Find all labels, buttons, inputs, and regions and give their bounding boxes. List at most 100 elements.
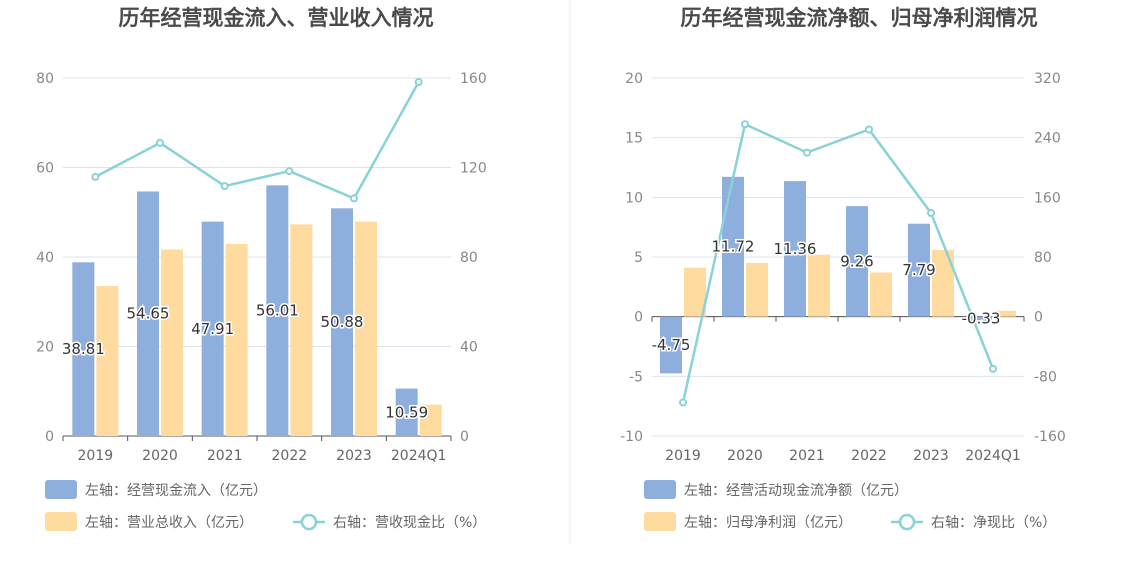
line-point	[989, 364, 997, 373]
x-tick-label: 2022	[272, 448, 308, 464]
x-tick-label: 2023	[336, 448, 372, 464]
y-left-tick-label: 5	[634, 250, 643, 266]
bar-data-label: 38.81	[62, 340, 105, 358]
y-right-tick-label: 160	[1034, 190, 1061, 206]
x-tick-label: 2020	[727, 448, 763, 464]
legend-swatch-series-1	[644, 480, 676, 499]
y-left-tick-label: 40	[36, 250, 54, 266]
bar-series-1	[722, 176, 744, 317]
bar-series-1	[908, 223, 930, 317]
chart-title: 历年经营现金流入、营业收入情况	[119, 6, 434, 30]
y-left-tick-label: 0	[45, 429, 54, 445]
bar-data-label: 56.01	[256, 302, 299, 320]
y-left-tick-label: 10	[625, 190, 643, 206]
y-right-tick-label: 0	[1034, 310, 1043, 326]
bar-series-2	[808, 254, 830, 317]
chart-net-cashflow-profit: 历年经营现金流净额、归母净利润情况 -10 -5 0 5 10 15 20 -160 -80 0 8…	[620, 6, 1066, 531]
x-tick-label: 2023	[913, 448, 949, 464]
y-right-tick-label: 0	[460, 429, 469, 445]
bar-series-1	[266, 185, 289, 436]
line-point	[865, 125, 873, 134]
legend-label-series-3: 右轴：净现比（%）	[931, 515, 1056, 531]
y-right-tick-label: 320	[1034, 71, 1061, 87]
legend-label-series-3: 右轴：营收现金比（%）	[333, 515, 486, 531]
line-point	[156, 138, 164, 147]
y-left-tick-label: 20	[36, 340, 54, 356]
y-left-tick-label: 15	[625, 131, 643, 147]
y-right-tick-label: 120	[460, 161, 487, 177]
bar-series-2	[161, 249, 183, 436]
line-series	[681, 122, 995, 403]
y-left-tick-label: -10	[620, 429, 643, 445]
y-left-tick-label: 20	[625, 71, 643, 87]
x-tick-label: 2024Q1	[391, 448, 447, 464]
legend-swatch-series-2	[644, 512, 676, 531]
line-series	[94, 81, 420, 200]
bar-series-1	[395, 388, 418, 436]
y-right-tick-label: 80	[460, 250, 478, 266]
y-left-tick-label: -5	[629, 369, 643, 385]
legend-swatch-series-2	[45, 512, 77, 531]
x-tick-label: 2019	[78, 448, 114, 464]
bar-series-1	[846, 206, 868, 317]
line-point	[285, 167, 294, 176]
y-left-tick-label: 80	[36, 71, 54, 87]
bar-data-label: 9.26	[840, 252, 873, 270]
y-right-tick-label: 40	[460, 340, 478, 356]
y-left-tick-label: 0	[634, 310, 643, 326]
x-tick-label: 2022	[851, 448, 887, 464]
line-point	[803, 148, 811, 157]
legend-label-series-2: 左轴：归母净利润（亿元）	[684, 514, 852, 531]
bar-series-2	[355, 221, 377, 436]
bar-data-label: 10.59	[385, 403, 428, 421]
bar-series-2	[932, 249, 954, 317]
bar-series-2	[746, 262, 768, 317]
legend-label-series-1: 左轴：经营活动现金流净额（亿元）	[684, 483, 908, 499]
line-point	[414, 78, 423, 87]
bar-data-label: 54.65	[127, 305, 170, 323]
bar-data-label: 47.91	[191, 320, 234, 338]
bar-series-1	[784, 181, 806, 317]
bar-data-label: -4.75	[652, 336, 691, 354]
bar-series-2	[290, 224, 313, 436]
line-point	[741, 120, 749, 129]
y-right-tick-label: -160	[1034, 429, 1066, 445]
y-right-tick-label: 160	[460, 71, 487, 87]
legend-label-series-1: 左轴：经营现金流入（亿元）	[85, 483, 267, 499]
line-point	[91, 172, 100, 181]
y-right-tick-label: -80	[1034, 369, 1057, 385]
x-tick-label: 2020	[142, 448, 178, 464]
bar-series-1	[137, 191, 159, 436]
bar-series-2	[96, 286, 119, 436]
bar-series-1	[970, 316, 992, 321]
bar-series-1	[660, 316, 682, 374]
y-right-tick-label: 240	[1034, 131, 1061, 147]
chart-title: 历年经营现金流净额、归母净利润情况	[681, 6, 1038, 30]
x-tick-label: 2024Q1	[965, 448, 1021, 464]
legend-marker-series-3	[898, 513, 916, 531]
x-tick-label: 2021	[207, 448, 243, 464]
bar-series-2	[994, 310, 1016, 317]
y-right-tick-label: 80	[1034, 250, 1052, 266]
x-tick-label: 2021	[789, 448, 825, 464]
bar-data-label: -0.33	[962, 310, 1001, 328]
bar-series-2	[684, 267, 706, 317]
y-left-tick-label: 60	[36, 161, 54, 177]
line-point	[220, 182, 229, 191]
bar-series-2	[225, 244, 248, 436]
bar-data-label: 50.88	[321, 313, 364, 331]
line-point	[350, 194, 358, 203]
legend-label-series-2: 左轴：营业总收入（亿元）	[85, 515, 253, 531]
bar-series-2	[870, 272, 892, 317]
legend-swatch-series-1	[45, 480, 77, 499]
bar-data-label: 11.36	[774, 240, 817, 258]
line-point	[679, 398, 687, 407]
bar-series-1	[331, 208, 353, 436]
chart-cash-inflow-revenue: 历年经营现金流入、营业收入情况 0 20 40 60 80 0 40 80 120 160 2019…	[36, 6, 487, 531]
bar-series-1	[72, 262, 95, 436]
bar-series-2	[419, 404, 442, 436]
x-tick-label: 2019	[665, 448, 701, 464]
bar-data-label: 7.79	[902, 261, 935, 279]
line-point	[927, 208, 935, 217]
